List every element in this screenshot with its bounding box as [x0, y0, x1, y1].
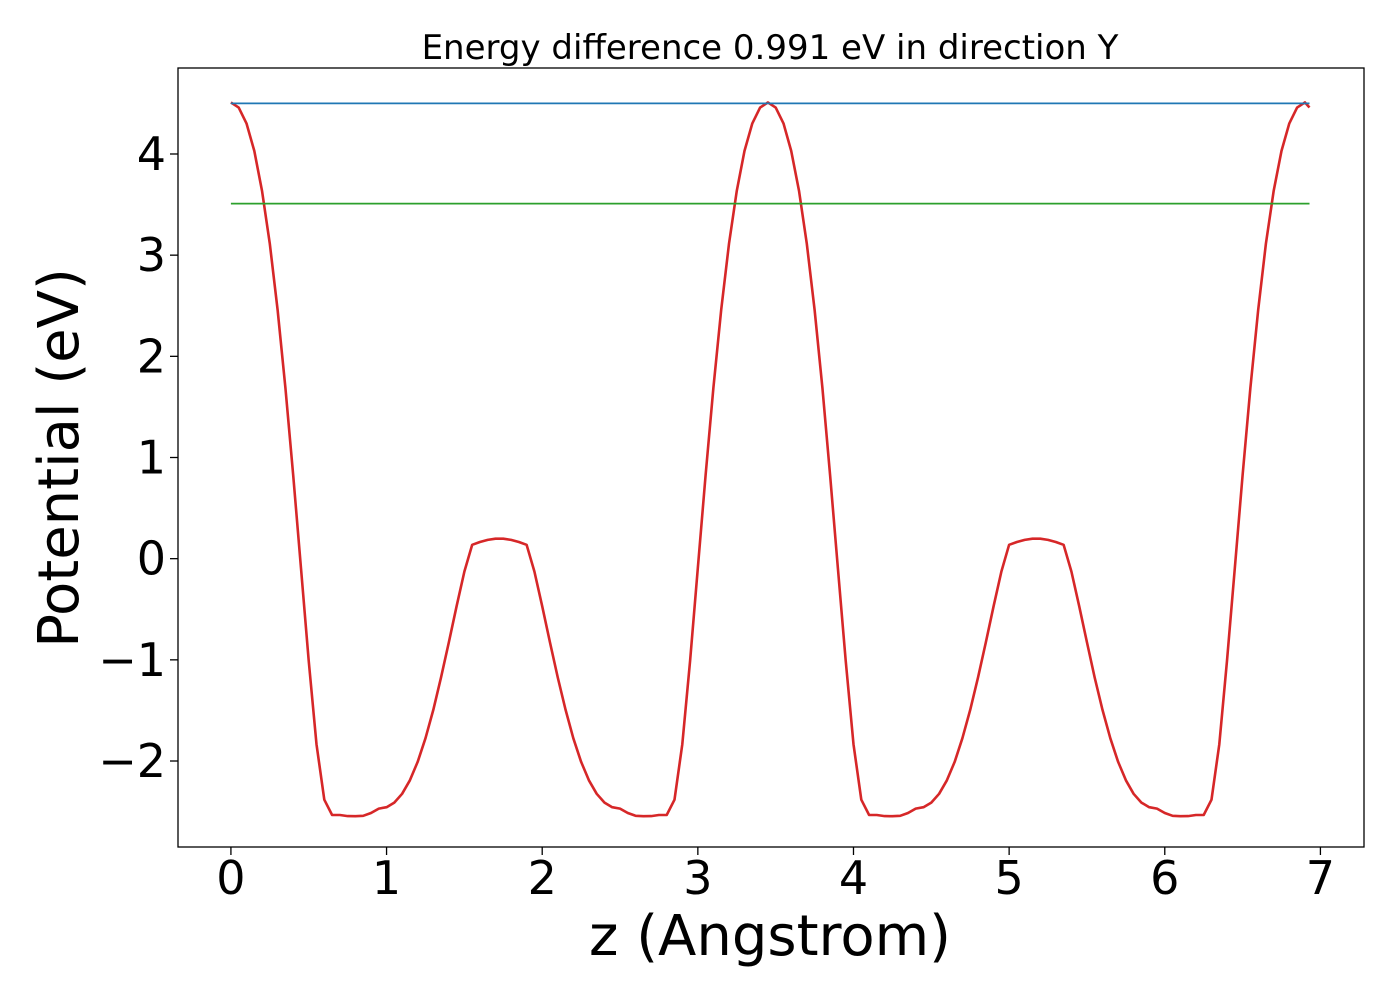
x-tick-label: 7 — [1306, 851, 1335, 905]
x-tick-label: 5 — [994, 851, 1023, 905]
x-axis-label: z (Angstrom) — [589, 904, 951, 969]
chart-title: Energy difference 0.991 eV in direction … — [422, 28, 1119, 68]
y-tick-label: 0 — [137, 532, 166, 586]
y-tick-label: 1 — [137, 431, 166, 485]
series-line-0 — [230, 101, 1311, 818]
y-tick-label: 2 — [137, 329, 166, 383]
x-tick-label: 6 — [1150, 851, 1179, 905]
x-axis: 0 1 2 3 4 5 6 7 — [216, 847, 1335, 905]
x-tick-label: 4 — [839, 851, 868, 905]
y-tick-label: −1 — [98, 633, 166, 687]
y-tick-label: 3 — [137, 228, 166, 282]
y-axis: −2 −1 0 1 2 3 4 — [98, 127, 178, 788]
x-tick-label: 3 — [683, 851, 712, 905]
y-tick-label: −2 — [98, 734, 166, 788]
x-tick-label: 0 — [216, 851, 245, 905]
x-tick-label: 1 — [372, 851, 401, 905]
y-tick-label: 4 — [137, 127, 166, 181]
x-tick-label: 2 — [528, 851, 557, 905]
plot-frame — [177, 67, 1365, 848]
plot-area — [230, 101, 1311, 818]
y-axis-label: Potential (eV) — [27, 268, 92, 648]
